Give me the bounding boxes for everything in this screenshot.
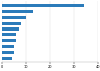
Bar xyxy=(2,22,21,25)
Bar xyxy=(2,51,14,54)
Bar xyxy=(2,33,16,36)
Bar xyxy=(2,10,33,13)
Bar xyxy=(2,16,26,19)
Bar xyxy=(2,45,14,48)
Bar xyxy=(2,4,84,7)
Bar xyxy=(2,39,16,42)
Bar xyxy=(2,27,19,31)
Bar xyxy=(2,57,12,60)
